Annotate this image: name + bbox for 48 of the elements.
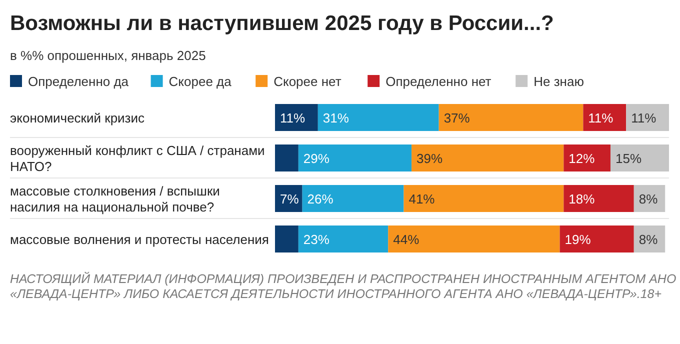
bar <box>298 144 412 172</box>
data-label: 39% <box>416 151 443 166</box>
y-tick-label: экономический кризис <box>10 110 146 126</box>
bar <box>626 104 669 131</box>
data-label: 41% <box>408 192 436 206</box>
bar <box>318 104 439 131</box>
bar <box>560 226 634 252</box>
bar <box>275 104 318 131</box>
text: в %% опрошенных, январь 2025 <box>10 48 206 63</box>
bar <box>404 185 564 212</box>
y-tick-label: вооруженный конфликт с США / странами НАТО? <box>10 143 265 174</box>
data-label: 7% <box>280 192 300 206</box>
bar <box>412 144 564 172</box>
bar <box>275 226 298 252</box>
bar <box>275 144 298 172</box>
data-label: 11% <box>280 110 306 126</box>
legend-label: Скорее нет <box>274 74 342 89</box>
y-tick-label: массовые волнения и протесты населения <box>10 232 269 247</box>
data-label: 11% <box>588 110 614 126</box>
data-label: 11% <box>631 110 657 126</box>
data-label: 18% <box>568 192 596 206</box>
y-tick-label: массовые столкновения / вспышки насилия на национальной почве? <box>10 184 220 214</box>
legend-label: Не знаю <box>534 74 584 89</box>
bar <box>298 226 388 252</box>
data-label: 23% <box>303 232 330 247</box>
data-label: 19% <box>564 232 592 247</box>
text: НАСТОЯЩИЙ МАТЕРИАЛ (ИНФОРМАЦИЯ) ПРОИЗВЕДЕН И РАСПРОСТРАНЕН ИНОСТРАННЫМ АГЕНТОМ АНО «ЛЕВАДА-ЦЕНТР» ЛИБО КАСАЕТСЯ ДЕЯТЕЛЬНОСТИ ИНОСТРАННОГО АГЕНТА АНО «ЛЕВАДА-ЦЕНТР».18+ <box>10 271 676 301</box>
legend-label: Определенно нет <box>386 74 492 89</box>
bar <box>302 185 404 212</box>
bar <box>438 104 584 131</box>
data-label: 8% <box>638 192 658 206</box>
bar <box>388 226 560 252</box>
data-label: 29% <box>303 151 330 166</box>
bar <box>583 104 626 131</box>
data-label: 8% <box>638 232 658 247</box>
data-label: 26% <box>307 192 334 206</box>
data-label: 12% <box>568 151 596 166</box>
data-label: 15% <box>615 151 642 166</box>
chart-title: Возможны ли в наступившем 2025 году в России...? <box>10 12 554 35</box>
bar <box>275 185 302 212</box>
data-label: 37% <box>444 110 470 126</box>
bar <box>564 144 610 172</box>
bar <box>610 144 669 172</box>
legend-label: Определенно да <box>28 74 130 89</box>
data-label: 31% <box>322 110 350 126</box>
bar <box>564 185 634 212</box>
legend-label: Скорее да <box>168 74 232 89</box>
data-label: 44% <box>393 232 420 247</box>
